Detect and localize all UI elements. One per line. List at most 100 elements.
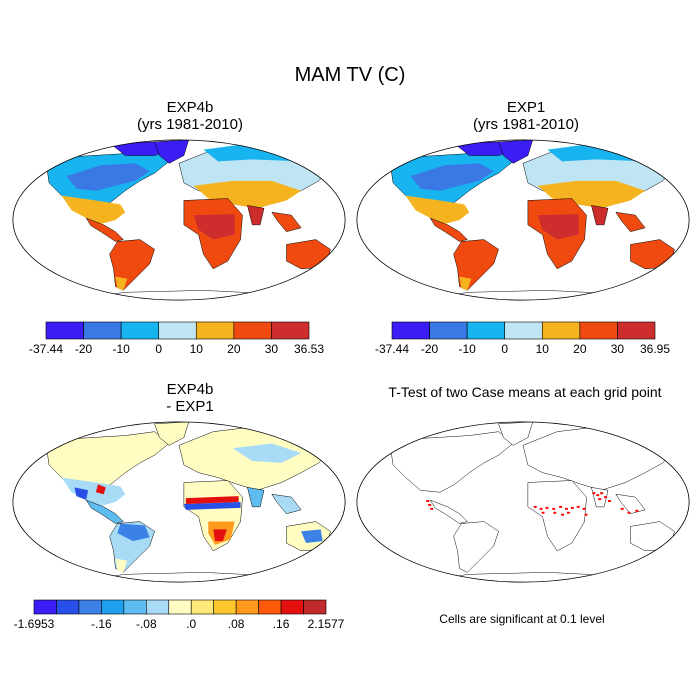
colorbar-label: -37.44 <box>375 342 409 356</box>
significant-cell <box>545 506 549 509</box>
colorbar-label: -37.44 <box>29 342 63 356</box>
significant-cell <box>430 507 434 510</box>
significant-cell <box>627 511 631 514</box>
panel-title-line2: (yrs 1981-2010) <box>473 116 579 133</box>
colorbar-label: .0 <box>186 617 196 631</box>
significant-cell <box>539 507 543 510</box>
colorbar-box <box>101 599 125 615</box>
colorbar-diff: -1.6953 -.16 -.08 .0 .08 .16 2.1577 <box>14 599 345 631</box>
colorbar-box <box>120 321 160 340</box>
colorbar-box <box>146 599 170 615</box>
colorbar-box <box>123 599 147 615</box>
map-diff <box>12 421 346 583</box>
significant-cell <box>428 503 432 506</box>
colorbar-box <box>280 599 304 615</box>
landmass-antarctica <box>66 572 302 583</box>
colorbar-exp4b: -37.44 -20 -10 0 10 20 30 36.53 <box>29 321 324 356</box>
colorbar-label: 36.95 <box>640 342 670 356</box>
landmass-north-america <box>390 431 514 493</box>
colorbar-label: -20 <box>75 342 93 356</box>
colorbar-label: -.08 <box>136 617 157 631</box>
colorbar-box <box>391 321 430 340</box>
map-border <box>356 421 690 583</box>
significant-cell <box>592 492 596 495</box>
colorbar-exp1: -37.44 -20 -10 0 10 20 30 36.95 <box>375 321 670 356</box>
panel-title-line1: EXP1 <box>506 99 546 116</box>
landmass-south-america <box>453 521 499 573</box>
colorbar-box <box>233 321 272 340</box>
significant-cell <box>570 506 574 509</box>
panel-title-ttest: T-Test of two Case means at each grid po… <box>388 384 662 400</box>
colorbar-box <box>235 599 259 615</box>
significant-cell <box>565 507 568 510</box>
map-border <box>12 139 346 301</box>
colorbar-box <box>303 599 327 615</box>
figure-title: MAM TV (C) <box>294 64 406 86</box>
colorbar-box <box>56 599 80 615</box>
colorbar-box <box>541 321 581 340</box>
map-exp4b <box>12 139 346 301</box>
significant-cell <box>635 509 639 512</box>
colorbar-box <box>190 599 214 615</box>
panel-title-exp1: EXP1 (yrs 1981-2010) <box>376 99 676 133</box>
colorbar-label: 36.53 <box>294 342 324 356</box>
colorbar-box <box>579 321 618 340</box>
significant-cell <box>533 505 537 508</box>
colorbar-label: -10 <box>112 342 130 356</box>
panel-title-line2: - EXP1 <box>166 398 214 415</box>
significant-cell <box>559 505 563 508</box>
map-border <box>356 139 690 301</box>
colorbar-label: 0 <box>155 342 162 356</box>
colorbar-label: 20 <box>227 342 241 356</box>
colorbar-label: 30 <box>611 342 625 356</box>
colorbar-label: -.16 <box>91 617 112 631</box>
colorbar-label: 20 <box>573 342 587 356</box>
colorbar-label: .16 <box>273 617 290 631</box>
landmass-antarctica <box>66 290 302 301</box>
significant-cell <box>598 498 602 501</box>
colorbar-label: -20 <box>421 342 439 356</box>
significant-cell <box>604 496 608 499</box>
map-exp1 <box>356 139 690 301</box>
landmass-antarctica <box>410 572 646 583</box>
colorbar-label: 10 <box>190 342 204 356</box>
colorbar-label: -1.6953 <box>14 617 55 631</box>
colorbar-box <box>504 321 543 340</box>
colorbar-box <box>617 321 656 340</box>
significant-cell <box>553 511 557 514</box>
colorbar-box <box>168 599 192 615</box>
colorbar-box <box>83 321 122 340</box>
colorbar-label: .08 <box>228 617 245 631</box>
panel-title-line1: EXP4b <box>166 381 214 398</box>
colorbar-box <box>158 321 197 340</box>
colorbar-box <box>429 321 468 340</box>
colorbar-label: 30 <box>265 342 279 356</box>
colorbar-label: -10 <box>458 342 476 356</box>
panel-title-diff: EXP4b - EXP1 <box>40 381 340 415</box>
significant-cell <box>584 513 588 516</box>
significant-cell <box>561 513 565 516</box>
significant-cell <box>426 500 430 503</box>
significant-cell <box>582 507 586 510</box>
colorbar-box <box>45 321 84 340</box>
significance-note: Cells are significant at 0.1 level <box>439 612 605 626</box>
significant-cell <box>608 500 611 503</box>
colorbar-box <box>213 599 237 615</box>
significant-cell <box>552 507 556 510</box>
significant-cell <box>596 494 600 497</box>
colorbar-label: 10 <box>536 342 550 356</box>
colorbar-box <box>78 599 102 615</box>
significant-cell <box>576 505 580 508</box>
colorbar-label: 2.1577 <box>308 617 345 631</box>
significant-cell <box>600 492 604 495</box>
colorbar-box <box>258 599 282 615</box>
panel-title-line2: (yrs 1981-2010) <box>137 116 243 133</box>
panel-title-exp4b: EXP4b (yrs 1981-2010) <box>40 99 340 133</box>
significant-cell <box>541 511 545 514</box>
map-ttest <box>356 421 690 583</box>
map-border <box>12 421 346 583</box>
landmass-africa <box>527 480 587 552</box>
colorbar-box <box>271 321 310 340</box>
significant-cells <box>426 492 639 516</box>
landmass-antarctica <box>410 290 646 301</box>
